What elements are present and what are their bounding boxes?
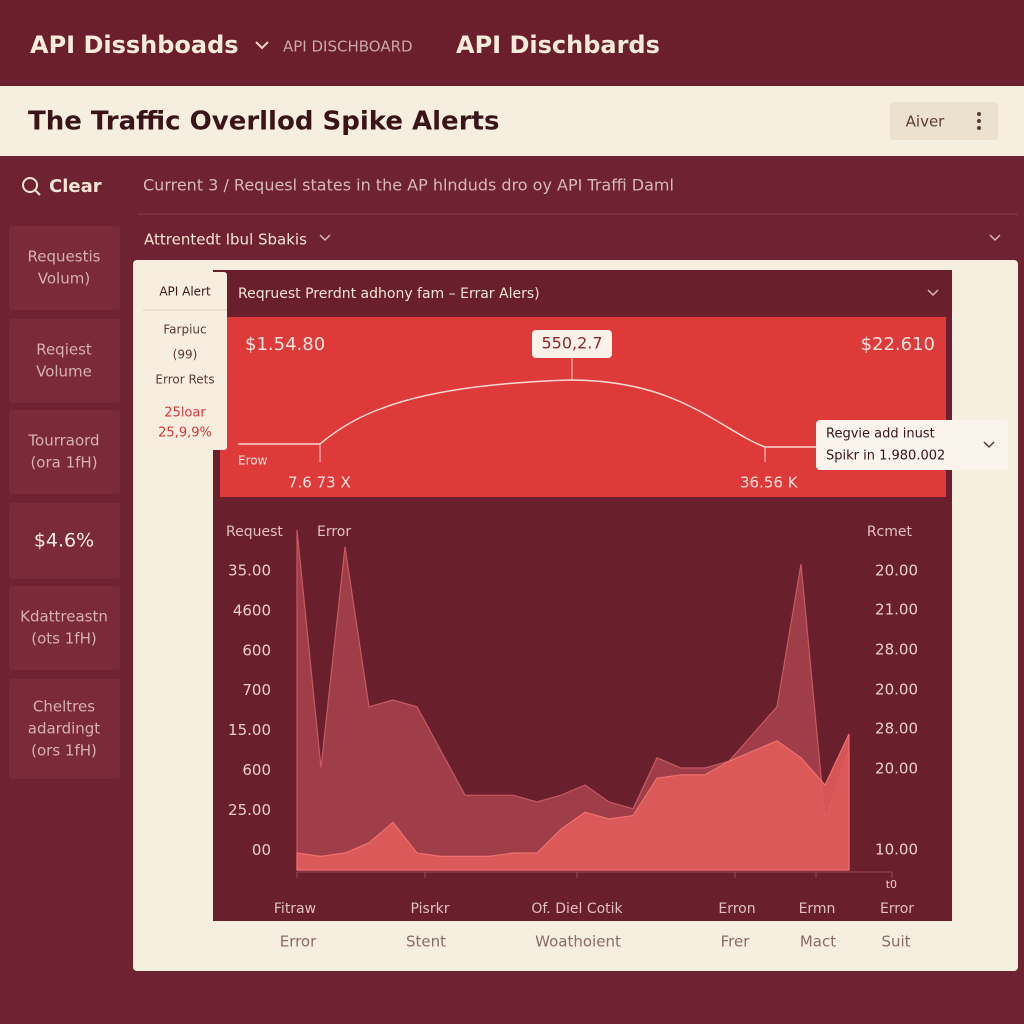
plot: Request Error Rcmet 35.00 4600 600 700 15.00 600… bbox=[226, 524, 918, 917]
marker-label: 36.56 K bbox=[740, 474, 799, 492]
chart-header: Reqruest Prerdnt adhony fam – Errar Aler… bbox=[238, 286, 540, 302]
baseline-label: Erow bbox=[238, 454, 268, 468]
kebab-menu[interactable] bbox=[977, 112, 981, 130]
chevron[interactable] bbox=[255, 41, 269, 50]
card-text: (ots 1fH) bbox=[31, 630, 96, 648]
banner-title: The Traffic Overllod Spike Alerts bbox=[28, 107, 499, 137]
legend-entry: Request bbox=[226, 524, 283, 540]
card-text: Volume bbox=[36, 363, 92, 381]
y2-axis-label: t0 bbox=[886, 878, 897, 891]
chevron[interactable] bbox=[983, 441, 995, 449]
y-axis-label: 4600 bbox=[233, 601, 271, 619]
card-text: adardingt bbox=[28, 720, 101, 738]
y2-axis-label: 20.00 bbox=[875, 760, 918, 778]
area bbox=[296, 733, 850, 871]
peak-tooltip bbox=[532, 330, 612, 358]
x-axis-label: Fitraw bbox=[274, 901, 316, 917]
x-axis-label: Of. Diel Cotik bbox=[531, 901, 623, 917]
sidebar-card[interactable] bbox=[9, 319, 120, 403]
alert-popup bbox=[143, 272, 227, 450]
y2-axis-label: 28.00 bbox=[875, 641, 918, 659]
card-text: (ora 1fH) bbox=[30, 454, 97, 472]
card-text: Requestis bbox=[28, 248, 101, 266]
y2-axis-title: Rcmet bbox=[867, 524, 913, 540]
alert-highlight: 25loar bbox=[164, 406, 206, 421]
x-axis-label: Error bbox=[880, 901, 914, 917]
breadcrumb[interactable]: API DISCHBOARD bbox=[283, 38, 413, 56]
y-axis-label: 35.00 bbox=[228, 562, 271, 580]
chevron[interactable] bbox=[927, 289, 939, 297]
sidebar-card[interactable] bbox=[9, 226, 120, 310]
description: Current 3 / Requesl states in the AP hln… bbox=[143, 176, 674, 195]
alert-line: (99) bbox=[173, 348, 198, 362]
y-axis-label: 15.00 bbox=[228, 721, 271, 739]
x-axis-label: Stent bbox=[406, 933, 446, 951]
y2-axis-label: 20.00 bbox=[875, 681, 918, 699]
x-axis-label: Woathoient bbox=[535, 933, 621, 951]
alert-title: API Alert bbox=[159, 285, 211, 299]
y-axis-label: 00 bbox=[252, 841, 271, 859]
spike-tooltip bbox=[816, 420, 1008, 470]
page-title: API Dischbards bbox=[456, 31, 660, 59]
y2-axis-label: 28.00 bbox=[875, 720, 918, 738]
card-text: Tourraord bbox=[27, 432, 99, 450]
search-icon[interactable] bbox=[34, 189, 41, 196]
action-button[interactable] bbox=[890, 102, 998, 140]
card-text: $4.6% bbox=[34, 530, 94, 552]
x-axis-label: Pisrkr bbox=[411, 901, 450, 917]
x-axis-label: Frer bbox=[721, 933, 751, 951]
banner bbox=[0, 86, 1024, 156]
search-icon[interactable] bbox=[22, 177, 38, 193]
y-axis-label: 600 bbox=[242, 761, 271, 779]
summary-curve bbox=[238, 379, 945, 448]
x-axis-label: Mact bbox=[800, 933, 836, 951]
x-axis-label: Ermn bbox=[799, 901, 836, 917]
peak-value: 550,2.7 bbox=[541, 334, 602, 353]
sidebar-card[interactable] bbox=[9, 679, 120, 779]
y2-axis-label: 20.00 bbox=[875, 562, 918, 580]
card-text: Reqiest bbox=[36, 341, 92, 359]
y2-axis-label: 10.00 bbox=[875, 841, 918, 859]
chevron[interactable] bbox=[319, 234, 1001, 242]
button-label[interactable]: Aiver bbox=[906, 113, 946, 131]
legend-entry: Error bbox=[317, 524, 351, 540]
y2-axis-label: 21.00 bbox=[875, 601, 918, 619]
y-axis-label: 600 bbox=[242, 641, 271, 659]
tooltip-line: Spikr in 1.980.002 bbox=[826, 449, 945, 464]
search-label[interactable]: Clear bbox=[49, 176, 102, 197]
card-text: Volum) bbox=[38, 270, 90, 288]
summary-value: $22.610 bbox=[861, 334, 935, 355]
sidebar-card[interactable] bbox=[9, 503, 120, 579]
card-text: (ors 1fH) bbox=[31, 742, 97, 760]
alert-highlight: 25,9,9% bbox=[158, 426, 212, 441]
section-title[interactable]: Attrentedt Ibul Sbakis bbox=[144, 231, 307, 249]
x-axis-label: Erron bbox=[718, 901, 755, 917]
alert-line: Farpiuc bbox=[163, 323, 206, 337]
tooltip-line: Regvie add inust bbox=[826, 427, 935, 442]
top-bar bbox=[0, 0, 1024, 86]
alert-line: Error Rets bbox=[155, 373, 214, 387]
app-title[interactable]: API Disshboads bbox=[30, 31, 239, 59]
summary-value: $1.54.80 bbox=[245, 334, 325, 355]
card-text: Kdattreastn bbox=[20, 608, 108, 626]
y-axis-label: 700 bbox=[242, 681, 271, 699]
x-axis-label: Error bbox=[280, 933, 317, 951]
y-axis-label: 25.00 bbox=[228, 801, 271, 819]
sidebar-card[interactable] bbox=[9, 410, 120, 494]
marker-label: 7.6 73 X bbox=[288, 474, 351, 492]
sidebar-card[interactable] bbox=[9, 586, 120, 670]
card-text: Cheltres bbox=[33, 698, 95, 716]
x-axis-label: Suit bbox=[881, 933, 910, 951]
